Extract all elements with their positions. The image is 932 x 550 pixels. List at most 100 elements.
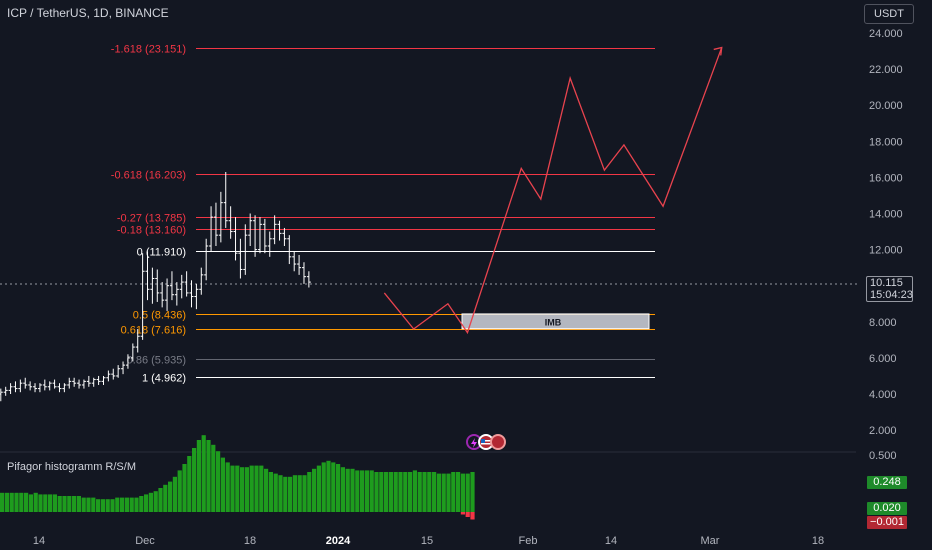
histogram-bar xyxy=(273,473,278,512)
histogram-bar xyxy=(158,488,163,512)
histogram-bar xyxy=(33,492,38,512)
histogram-bar xyxy=(110,499,115,512)
fib-level-label: -0.618 (16.203) xyxy=(111,170,186,182)
price-tick-label: 14.000 xyxy=(869,209,903,221)
histogram-bar xyxy=(153,491,158,512)
histogram-bar xyxy=(364,470,369,512)
histogram-bar xyxy=(129,497,134,512)
histogram-bar xyxy=(254,465,259,512)
histogram-bar xyxy=(168,481,173,512)
currency-button[interactable]: USDT xyxy=(864,4,914,24)
histogram-bar xyxy=(235,465,240,512)
histogram-bar xyxy=(196,440,201,512)
indicator-badge-1: 0.248 xyxy=(867,476,907,489)
histogram-bar xyxy=(427,472,432,512)
histogram-bar xyxy=(211,444,216,512)
time-tick-label: Mar xyxy=(701,535,720,547)
histogram-bar xyxy=(350,468,355,512)
histogram-series xyxy=(0,435,475,520)
histogram-bar xyxy=(105,499,110,512)
histogram-negative-bar xyxy=(465,512,470,517)
histogram-bar xyxy=(14,492,19,512)
time-axis: 14 Dec 18 2024 15 Feb 14 Mar 18 xyxy=(33,535,824,547)
histogram-bar xyxy=(268,472,273,512)
histogram-bar xyxy=(264,468,269,512)
time-tick-label: 15 xyxy=(421,535,433,547)
price-tick-label: 2.000 xyxy=(869,425,897,437)
fib-retracement: -1.618 (23.151) -0.618 (16.203) -0.27 (13.… xyxy=(111,44,655,385)
histogram-bar xyxy=(408,472,413,512)
histogram-bar xyxy=(201,435,206,512)
price-axis: 24.000 22.000 20.000 18.000 16.000 14.000 12.0… xyxy=(869,28,903,437)
histogram-bar xyxy=(144,494,149,512)
histogram-bar xyxy=(326,460,331,512)
histogram-bar xyxy=(422,472,427,512)
time-tick-label: Dec xyxy=(135,535,155,547)
histogram-bar xyxy=(177,470,182,512)
histogram-bar xyxy=(283,476,288,512)
fib-level-label: 1 (4.962) xyxy=(142,373,186,385)
histogram-bar xyxy=(216,451,221,512)
histogram-bar xyxy=(470,472,475,512)
histogram-bar xyxy=(120,497,125,512)
histogram-bar xyxy=(81,497,86,512)
time-tick-label: 14 xyxy=(33,535,45,547)
histogram-bar xyxy=(331,462,336,512)
events-group[interactable] xyxy=(466,433,506,451)
histogram-bar xyxy=(249,465,254,512)
price-tick-label: 18.000 xyxy=(869,136,903,148)
histogram-bar xyxy=(451,472,456,512)
histogram-negative-bar xyxy=(470,512,475,520)
histogram-bar xyxy=(369,470,374,512)
histogram-bar xyxy=(446,473,451,512)
histogram-bar xyxy=(148,492,153,512)
histogram-bar xyxy=(460,473,465,512)
histogram-bar xyxy=(345,468,350,512)
histogram-bar xyxy=(312,468,317,512)
imb-label: IMB xyxy=(545,317,562,327)
histogram-bar xyxy=(139,496,144,512)
fib-level-label: 0.618 (7.616) xyxy=(121,325,186,337)
histogram-bar xyxy=(38,494,43,512)
histogram-bar xyxy=(48,494,53,512)
imb-box xyxy=(461,313,650,330)
histogram-bar xyxy=(379,472,384,512)
histogram-bar xyxy=(355,470,360,512)
histogram-bar xyxy=(360,470,365,512)
histogram-bar xyxy=(124,497,129,512)
histogram-bar xyxy=(278,475,283,512)
fib-level-label: 0 (11.910) xyxy=(137,247,186,259)
price-tick-label: 16.000 xyxy=(869,172,903,184)
projection-path xyxy=(383,46,723,335)
histogram-bar xyxy=(187,456,192,512)
imbalance-zone: IMB xyxy=(461,313,650,330)
projection-arrowhead xyxy=(713,46,723,56)
histogram-bar xyxy=(220,457,225,512)
histogram-bar xyxy=(134,497,139,512)
histogram-bar xyxy=(307,472,312,512)
histogram-bar xyxy=(24,492,29,512)
price-tick-label: 12.000 xyxy=(869,245,903,257)
histogram-bar xyxy=(384,472,389,512)
histogram-bar xyxy=(417,472,422,512)
last-price-tag: 10.115 15:04:23 xyxy=(866,276,913,302)
fib-level-label: -0.18 (13.160) xyxy=(117,225,186,237)
fib-level-label: -1.618 (23.151) xyxy=(111,44,186,56)
histogram-bar xyxy=(244,467,249,512)
histogram-bar xyxy=(76,496,81,512)
histogram-bar xyxy=(465,473,470,512)
countdown-timer: 15:04:23 xyxy=(870,289,913,301)
projection-line xyxy=(383,47,723,335)
histogram-bar xyxy=(43,494,48,512)
histogram-bar xyxy=(456,472,461,512)
histogram-bar xyxy=(206,440,211,512)
indicator-title: Pifagor histogramm R/S/M xyxy=(7,461,136,473)
histogram-bar xyxy=(321,462,326,512)
histogram-bar xyxy=(9,492,14,512)
histogram-bar xyxy=(19,492,24,512)
histogram-bar xyxy=(57,496,62,512)
time-tick-label: 18 xyxy=(244,535,256,547)
economic-event-icon[interactable] xyxy=(490,434,506,450)
histogram-bar xyxy=(96,499,101,512)
